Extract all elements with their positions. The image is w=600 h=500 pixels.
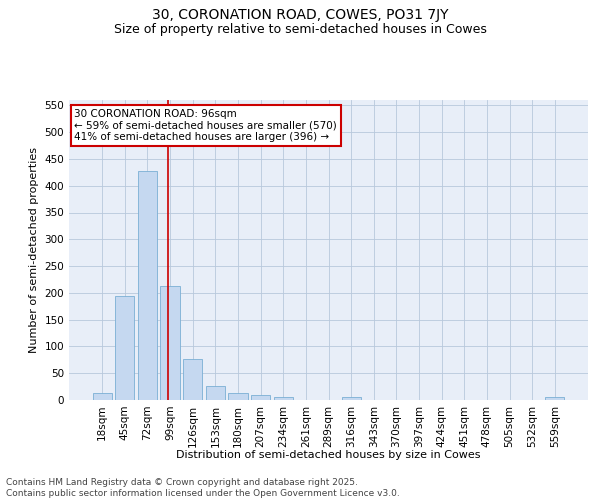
Bar: [138, 170, 157, 400]
Text: 30, CORONATION ROAD, COWES, PO31 7JY: 30, CORONATION ROAD, COWES, PO31 7JY: [152, 8, 448, 22]
Bar: [206, 386, 225, 400]
Bar: [92, 393, 112, 400]
Bar: [341, 398, 361, 400]
Text: Contains HM Land Registry data © Crown copyright and database right 2025.
Contai: Contains HM Land Registry data © Crown c…: [6, 478, 400, 498]
Bar: [251, 394, 270, 400]
Text: Size of property relative to semi-detached houses in Cowes: Size of property relative to semi-detach…: [113, 22, 487, 36]
Bar: [229, 393, 248, 400]
Bar: [274, 398, 293, 400]
Text: 30 CORONATION ROAD: 96sqm
← 59% of semi-detached houses are smaller (570)
41% of: 30 CORONATION ROAD: 96sqm ← 59% of semi-…: [74, 109, 337, 142]
Bar: [115, 296, 134, 400]
X-axis label: Distribution of semi-detached houses by size in Cowes: Distribution of semi-detached houses by …: [176, 450, 481, 460]
Bar: [160, 286, 180, 400]
Bar: [545, 398, 565, 400]
Y-axis label: Number of semi-detached properties: Number of semi-detached properties: [29, 147, 39, 353]
Bar: [183, 359, 202, 400]
